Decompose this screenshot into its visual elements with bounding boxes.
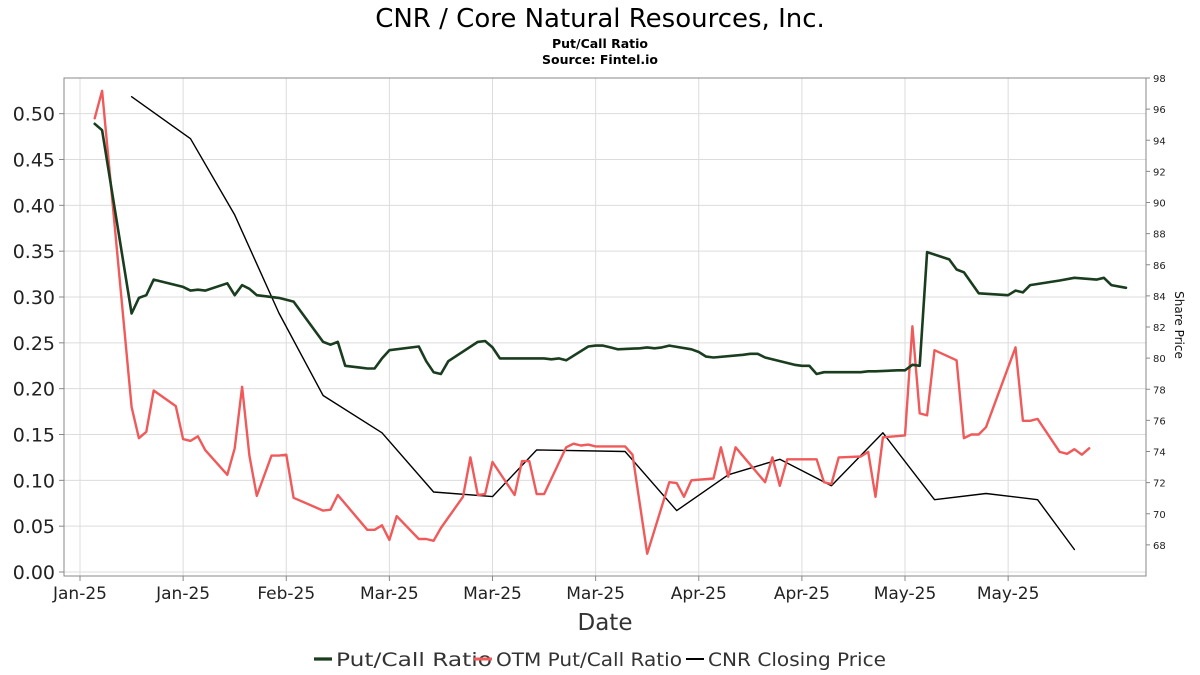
legend-label: OTM Put/Call Ratio: [496, 649, 682, 671]
chart-legend: Put/Call Ratio OTM Put/Call Ratio CNR Clos…: [314, 649, 886, 671]
x-tick-label: Apr-25: [774, 584, 830, 604]
right-tick-label: 68: [1153, 541, 1166, 552]
x-axis-label: Date: [578, 610, 633, 636]
series-lines: [93, 89, 1128, 555]
right-tick-label: 82: [1153, 323, 1166, 334]
x-tick-label: Apr-25: [671, 584, 727, 604]
x-tick-label: Mar-25: [360, 584, 419, 604]
right-tick-label: 76: [1153, 416, 1166, 427]
right-tick-label: 70: [1153, 510, 1166, 521]
left-tick-label: 0.15: [13, 425, 55, 447]
legend-label: Put/Call Ratio: [336, 649, 492, 671]
right-tick-label: 84: [1153, 292, 1166, 303]
x-tick-label: Feb-25: [257, 584, 315, 604]
series-line-cnr-closing-price: [130, 96, 1076, 551]
series-line-otm-put-call-ratio: [93, 89, 1091, 555]
left-tick-label: 0.00: [13, 562, 55, 584]
left-tick-label: 0.05: [13, 516, 55, 538]
chart-source: Source: Fintel.io: [542, 52, 658, 67]
right-tick-label: 78: [1153, 385, 1166, 396]
right-tick-label: 98: [1153, 74, 1166, 85]
left-y-axis: 0.00 0.05 0.10 0.15 0.20 0.25 0.30 0.35 0.40 0.45…: [13, 104, 64, 584]
right-y-axis-label: Share Price: [1172, 291, 1186, 359]
gridlines: [64, 78, 1146, 576]
right-tick-label: 90: [1153, 199, 1166, 210]
right-tick-label: 94: [1153, 136, 1166, 147]
left-tick-label: 0.45: [13, 150, 55, 172]
right-tick-label: 80: [1153, 354, 1166, 365]
right-tick-label: 86: [1153, 261, 1166, 272]
right-tick-label: 92: [1153, 167, 1166, 178]
chart-subtitle: Put/Call Ratio: [552, 36, 648, 51]
x-tick-label: May-25: [874, 584, 937, 604]
x-axis: Jan-25 Jan-25 Feb-25 Mar-25 Mar-25 Mar-25 Apr-…: [52, 576, 1039, 604]
left-tick-label: 0.10: [13, 470, 55, 492]
x-tick-label: Mar-25: [566, 584, 625, 604]
left-tick-label: 0.40: [13, 195, 55, 217]
right-tick-label: 74: [1153, 448, 1166, 459]
legend-label: CNR Closing Price: [708, 649, 886, 671]
left-tick-label: 0.20: [13, 379, 55, 401]
plot-area-frame: [63, 77, 1147, 577]
left-tick-label: 0.30: [13, 287, 55, 309]
left-tick-label: 0.35: [13, 241, 55, 263]
right-tick-label: 72: [1153, 479, 1166, 490]
chart-title: CNR / Core Natural Resources, Inc.: [375, 4, 825, 34]
series-line-put-call-ratio: [93, 122, 1128, 376]
right-tick-label: 88: [1153, 230, 1166, 241]
x-tick-label: Jan-25: [52, 584, 107, 604]
left-tick-label: 0.50: [13, 104, 55, 126]
right-y-axis: 68 70 72 74 76 78 80 82 84 86 88 90 92 94 96 98: [1146, 74, 1166, 552]
left-tick-label: 0.25: [13, 333, 55, 355]
right-tick-label: 96: [1153, 105, 1166, 116]
x-tick-label: Jan-25: [155, 584, 210, 604]
x-tick-label: May-25: [977, 584, 1040, 604]
x-tick-label: Mar-25: [463, 584, 522, 604]
